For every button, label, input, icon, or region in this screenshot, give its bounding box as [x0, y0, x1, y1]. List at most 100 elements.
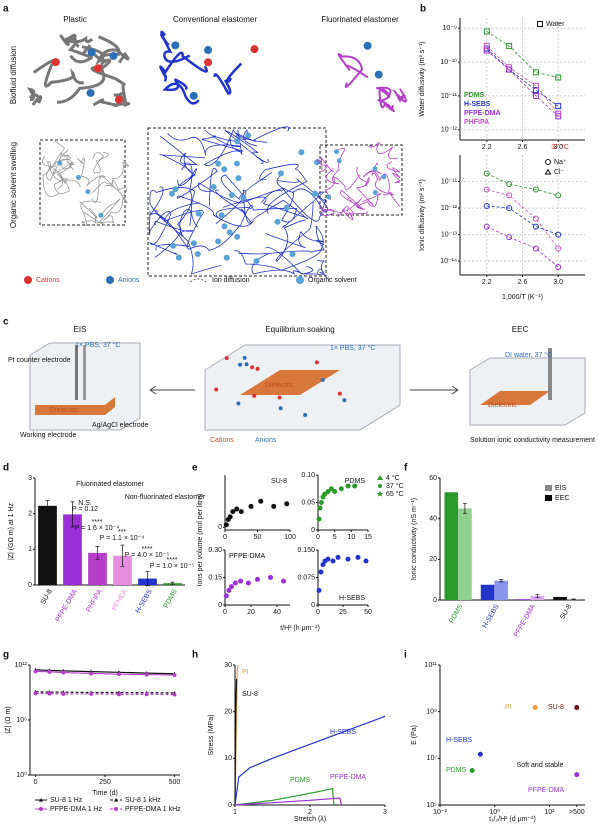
marker: [316, 516, 322, 522]
polymer-chain: [355, 166, 374, 207]
x-tick-label: 3: [383, 809, 387, 816]
polymer-chain: [63, 33, 94, 48]
y-tick-label: 0: [228, 802, 232, 809]
polymer-chain: [59, 154, 75, 170]
marker: [114, 807, 118, 811]
particle: [221, 223, 228, 230]
x-tick-label: 0: [34, 779, 38, 786]
polymer-chain: [222, 196, 309, 224]
marker: [355, 554, 361, 560]
marker: [232, 580, 238, 586]
electrode-label: Ag/AgCl electrode: [92, 422, 149, 429]
polymer-chain: [386, 161, 401, 184]
legend-label: SU-8 1 kHz: [125, 797, 161, 804]
panel-c: EIS Equilibrium soaking EEC 1× PBS, 37 °…: [8, 325, 595, 444]
subplot-title: H-SEBS: [339, 595, 365, 602]
particle: [240, 194, 247, 201]
marker: [322, 491, 328, 497]
y-tick-label: 20: [429, 556, 437, 563]
series-label: SU-8: [548, 704, 564, 711]
y-tick-label: 10⁵: [426, 802, 437, 809]
marker: [258, 498, 264, 504]
x-tick-label: 250: [99, 779, 111, 786]
y-tick-label: 40: [429, 516, 437, 523]
polymer-chain: [160, 30, 191, 63]
dielectric-label: Dielectric: [50, 407, 79, 414]
particle: [245, 132, 252, 139]
legend-label: Cations: [36, 277, 60, 284]
marker: [234, 506, 240, 512]
bar: [553, 596, 567, 600]
anion-icon: [106, 276, 114, 284]
legend-label: Ion diffusion: [212, 277, 250, 284]
marker: [338, 486, 344, 492]
error-bar: [170, 581, 175, 585]
marker: [245, 580, 251, 586]
series-line: [234, 787, 335, 806]
series-line: [486, 31, 559, 78]
bar: [63, 514, 82, 585]
subplot-title: PDMS: [345, 478, 366, 485]
y-tick-label: 2: [28, 511, 32, 518]
polymer-chain: [92, 152, 109, 174]
condition: 1× PBS, 37 °C: [75, 341, 120, 349]
y-tick-label: 30: [224, 662, 232, 669]
marker: [483, 42, 490, 49]
dielectric-layer: [240, 370, 340, 395]
marker: [345, 556, 351, 562]
marker: [363, 558, 369, 564]
polymer-chain: [91, 159, 129, 194]
marker: [555, 110, 562, 117]
y-tick-label: 10⁻¹¹: [441, 93, 458, 100]
marker: [223, 593, 229, 599]
marker: [255, 576, 260, 582]
polymer-chain: [275, 201, 314, 262]
polymer-chain: [215, 172, 273, 219]
marker: [506, 181, 513, 188]
series-label: PFPE-DMA: [330, 774, 367, 781]
x-tick-label: 2.2: [482, 279, 492, 286]
swelling-box: [39, 139, 126, 226]
x-tick-label: 10⁰: [489, 808, 500, 816]
particle: [278, 170, 285, 177]
particle: [226, 229, 233, 236]
error-bar: [145, 571, 150, 587]
particle: [312, 190, 319, 197]
marker: [537, 21, 543, 27]
swelling-box: [319, 144, 403, 216]
particle: [204, 58, 213, 67]
dielectric-label: Dielectric: [488, 402, 517, 409]
polymer-chain: [282, 188, 326, 228]
marker: [144, 692, 149, 697]
particle: [278, 406, 283, 411]
error-bar: [462, 503, 467, 514]
marker: [39, 798, 43, 802]
x-tick-label: SU-8: [40, 588, 54, 605]
ion-label: Cations: [210, 437, 234, 444]
legend-marker: [377, 475, 383, 480]
particle: [289, 251, 296, 258]
series-label: PI: [242, 669, 249, 676]
y-tick-label: 0.075: [297, 574, 315, 581]
condition: 1× PBS, 37 °C: [330, 344, 375, 352]
x-tick-label: 500: [169, 779, 181, 786]
marker: [320, 562, 326, 568]
polymer-chain: [251, 253, 314, 275]
x-tick-label: 0: [223, 534, 227, 541]
marker: [330, 558, 336, 564]
marker: [574, 772, 580, 778]
x-tick-label: 2.6: [518, 144, 528, 151]
legend-label: PFPE-DMA 1 Hz: [50, 806, 103, 813]
x-tick-label: 2.2: [482, 144, 492, 151]
series-line: [35, 691, 175, 694]
marker: [483, 223, 490, 230]
marker: [33, 669, 38, 674]
marker: [555, 231, 562, 238]
marker: [271, 503, 277, 509]
marker: [506, 64, 513, 71]
row-title: Organic solvent swelling: [9, 142, 18, 228]
x-tick-label: PHFIPA: [85, 588, 104, 613]
particle: [363, 41, 372, 50]
legend-label: PFPE-DMA: [464, 110, 501, 117]
y-tick-label: 0: [433, 597, 437, 604]
